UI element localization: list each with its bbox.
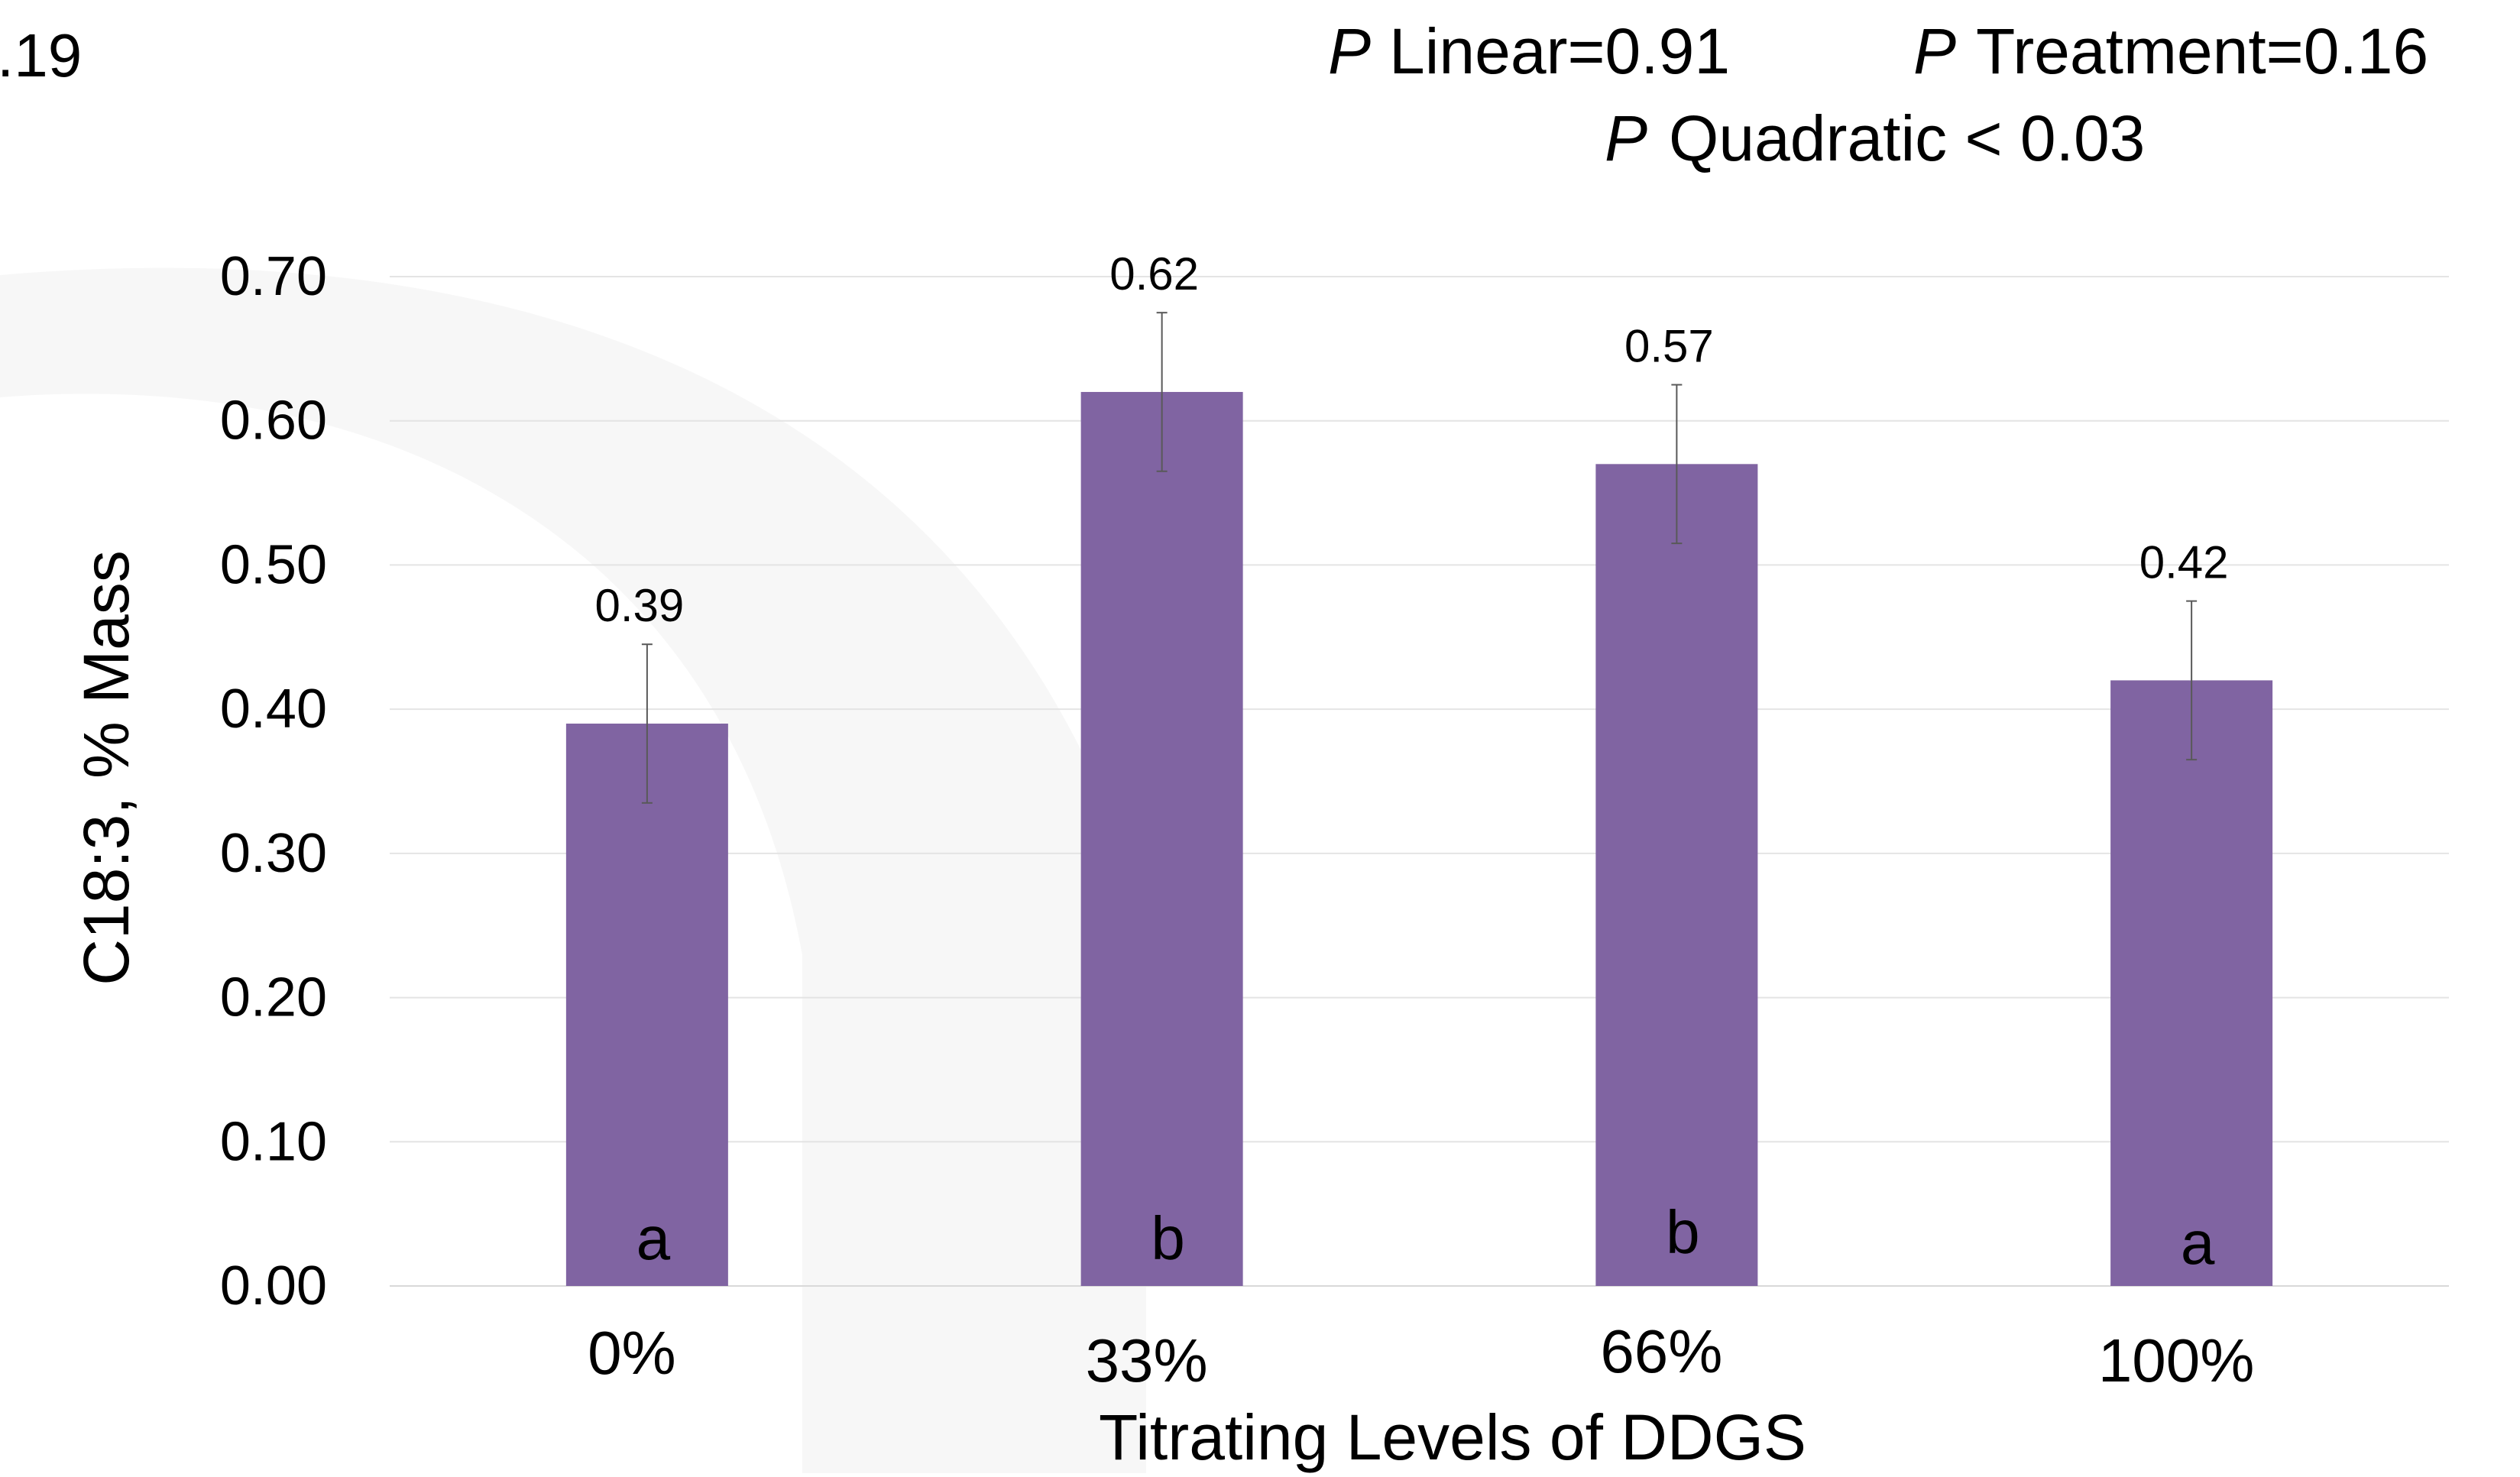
x-axis-ticks: 0% 33% 66% 100% (588, 1317, 2254, 1394)
bar (1080, 391, 1243, 1286)
data-label: 0.39 (594, 580, 684, 631)
bar (2110, 680, 2273, 1286)
p-linear-text: Linear=0.91 (1389, 15, 1730, 87)
y-tick-label: 0.30 (220, 823, 327, 884)
cropped-left-text: .19 (0, 21, 82, 89)
p-treatment-annotation: P Treatment=0.16 (1913, 15, 2428, 87)
p-linear-annotation: P Linear=0.91 (1328, 15, 1730, 87)
p-quadratic-annotation: P Quadratic < 0.03 (1605, 102, 2145, 174)
data-label: 0.42 (2139, 537, 2229, 588)
p-treatment-text: Treatment=0.16 (1976, 15, 2428, 87)
significance-letter: a (2181, 1209, 2215, 1277)
x-tick-label: 100% (2098, 1326, 2255, 1394)
significance-letter: b (1666, 1198, 1700, 1266)
bars: 0.39 a 0.62 b 0.57 b 0.42 a (565, 248, 2273, 1286)
p-quadratic-symbol: P (1605, 102, 1647, 174)
y-tick-label: 0.00 (220, 1255, 327, 1317)
y-tick-label: 0.40 (220, 679, 327, 740)
y-tick-label: 0.50 (220, 534, 327, 595)
y-axis-label: C18:3, % Mass (70, 550, 142, 986)
x-tick-label: 0% (588, 1319, 676, 1387)
bar (565, 724, 728, 1286)
x-tick-label: 33% (1086, 1326, 1208, 1394)
x-tick-label: 66% (1600, 1317, 1722, 1385)
y-axis-ticks: 0.00 0.10 0.20 0.30 0.40 0.50 0.60 0.70 (220, 246, 327, 1317)
y-tick-label: 0.20 (220, 967, 327, 1028)
x-axis-label: Titrating Levels of DDGS (1099, 1401, 1806, 1473)
data-label: 0.57 (1624, 321, 1714, 372)
p-quadratic-text: Quadratic < 0.03 (1669, 102, 2145, 174)
gridlines (390, 276, 2449, 1287)
data-label: 0.62 (1109, 248, 1199, 300)
significance-letter: b (1151, 1204, 1185, 1272)
significance-letter: a (636, 1204, 671, 1272)
y-tick-label: 0.70 (220, 246, 327, 307)
y-tick-label: 0.10 (220, 1111, 327, 1172)
p-treatment-symbol: P (1913, 15, 1956, 87)
bar (1595, 464, 1758, 1286)
p-linear-symbol: P (1328, 15, 1371, 87)
y-tick-label: 0.60 (220, 390, 327, 452)
